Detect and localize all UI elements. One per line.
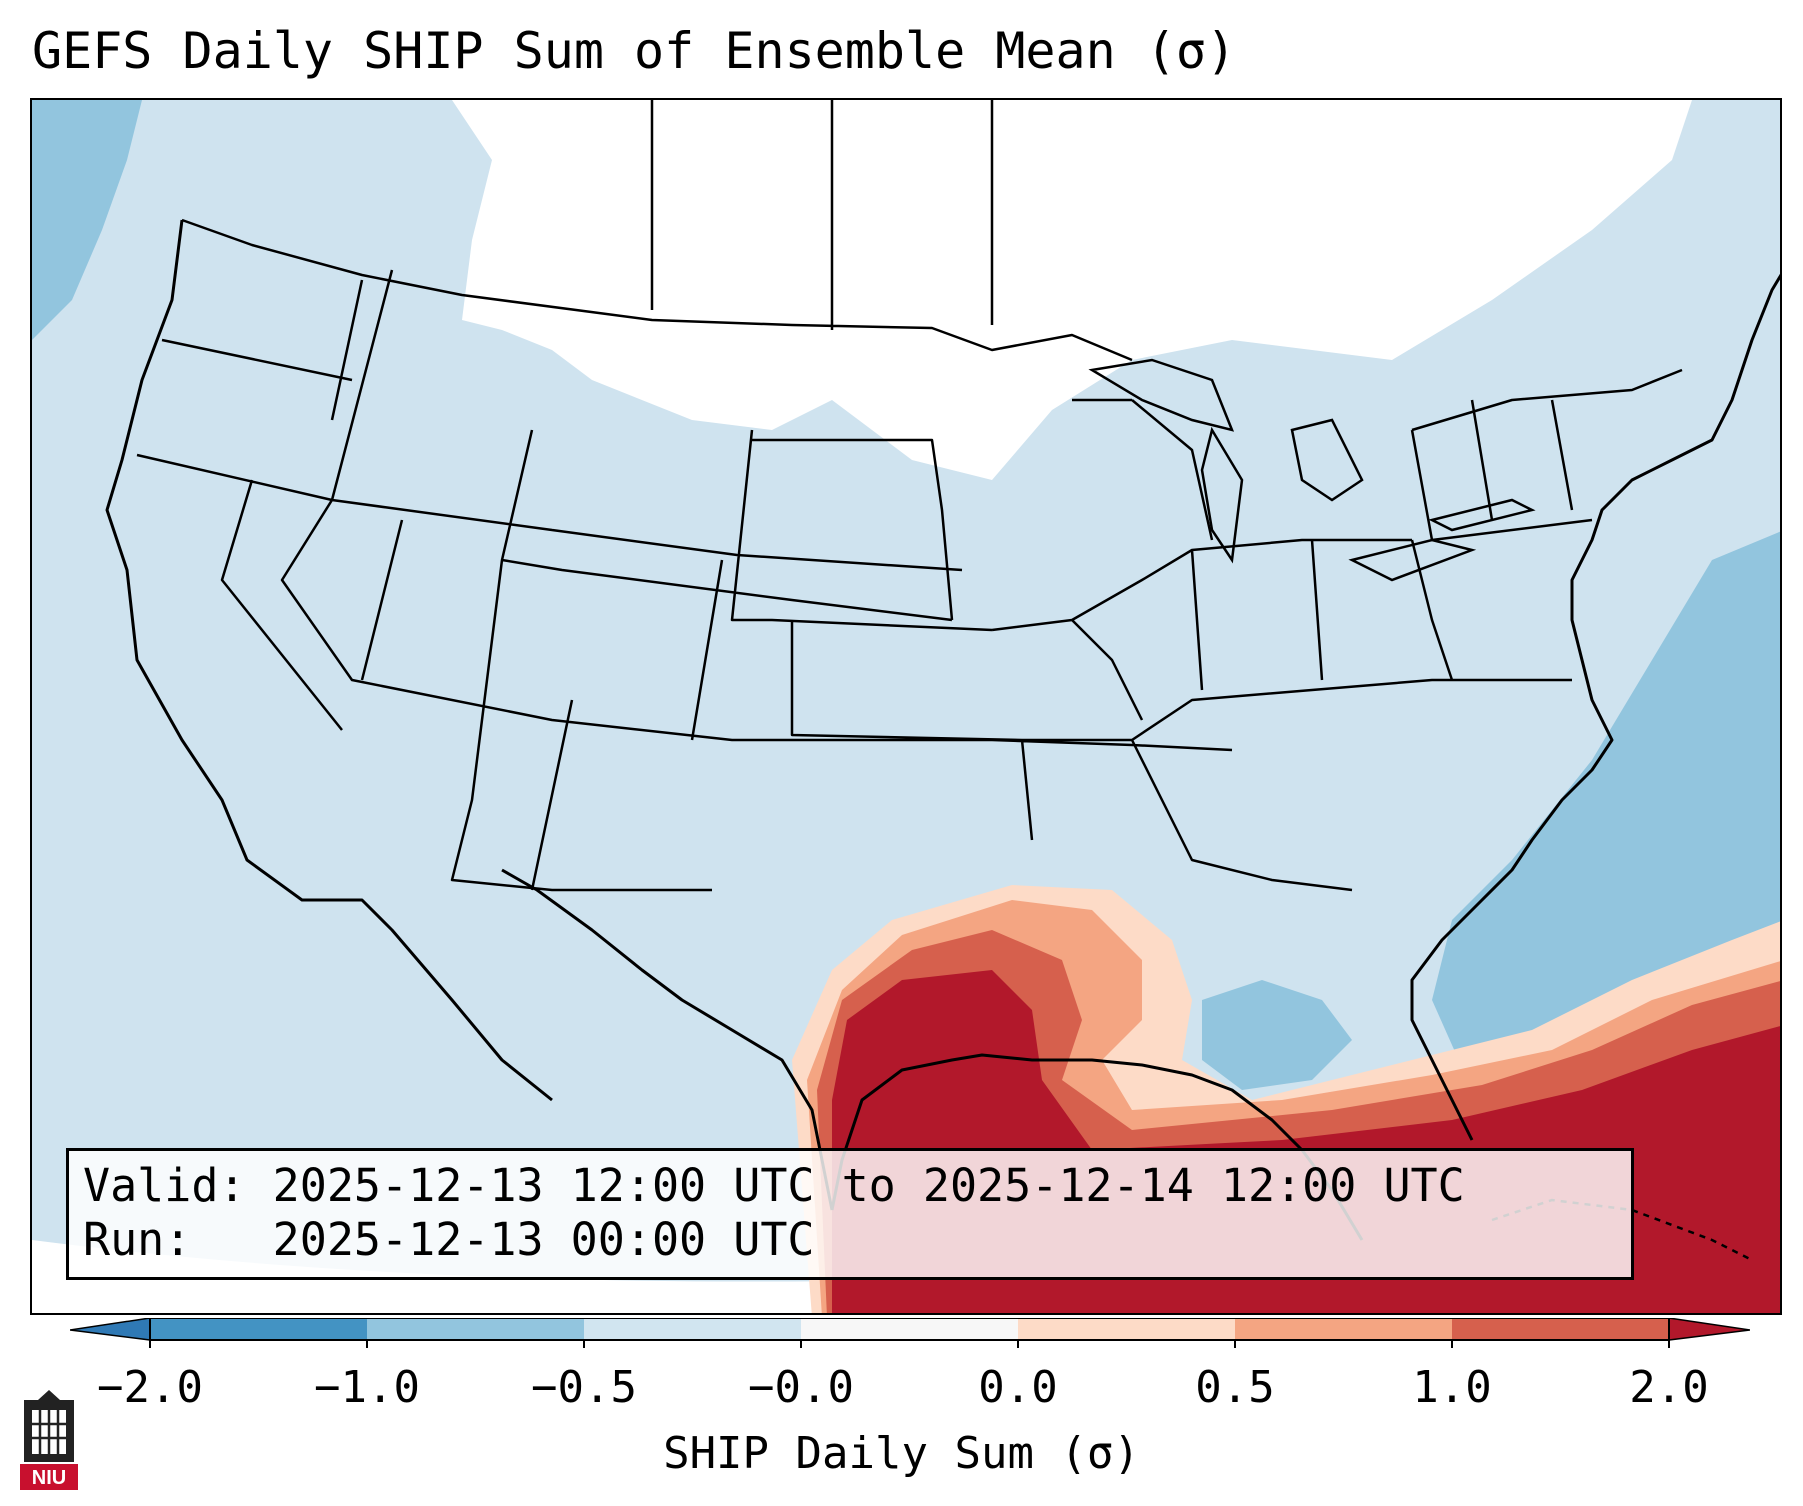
great-lakes: [1088, 358, 1536, 582]
colorbar-tick-label: 1.0: [1412, 1362, 1492, 1413]
colorbar-bin-p0-p05: [1018, 1318, 1235, 1340]
atlantic-anomaly-field: [1432, 531, 1780, 1090]
valid-label: Valid:: [83, 1159, 246, 1212]
run-label: Run:: [83, 1213, 192, 1266]
colorbar-tick-label: 2.0: [1629, 1362, 1709, 1413]
pacific-anomaly-field: [32, 100, 142, 340]
colorbar-tick-label: −0.0: [748, 1362, 854, 1413]
state-boundaries: [136, 100, 1683, 892]
valid-time-range: 2025-12-13 12:00 UTC to 2025-12-14 12:00…: [272, 1159, 1465, 1212]
colorbar-bin-n1-n05: [367, 1318, 584, 1340]
valid-run-info-box: Valid: 2025-12-13 12:00 UTC to 2025-12-1…: [66, 1148, 1634, 1280]
colorbar-tick-label: −1.0: [314, 1362, 420, 1413]
colorbar-tick-label: 0.5: [1195, 1362, 1275, 1413]
conus-coastline: [105, 219, 1780, 1241]
canada-zero-field: [452, 100, 1692, 480]
map-title: GEFS Daily SHIP Sum of Ensemble Mean (σ): [32, 22, 1237, 80]
run-time: 2025-12-13 00:00 UTC: [272, 1213, 815, 1266]
colorbar-extend-high: [1668, 1318, 1750, 1341]
map-panel: [30, 98, 1782, 1315]
colorbar-tick-label: −0.5: [531, 1362, 637, 1413]
colorbar: [70, 1318, 1750, 1348]
colorbar-bin-zero: [801, 1318, 1018, 1340]
colorbar-ticks: [149, 1340, 1670, 1348]
cuba-outline: [1491, 1198, 1753, 1262]
colorbar-tick-label: 0.0: [978, 1362, 1058, 1413]
colorbar-bin-p05-p1: [1235, 1318, 1452, 1340]
colorbar-bin-n2-n1: [150, 1318, 367, 1340]
colorbar-bin-n05-n0: [584, 1318, 801, 1340]
map-svg: [32, 100, 1780, 1313]
niu-logo: NIU: [20, 1390, 78, 1490]
colorbar-bin-p1-p2: [1452, 1318, 1669, 1340]
colorbar-frame: [149, 1318, 1670, 1341]
gulf-anomaly-field: [1202, 980, 1352, 1090]
niu-logo-text: NIU: [32, 1467, 66, 1489]
colorbar-label: SHIP Daily Sum (σ): [663, 1428, 1140, 1479]
colorbar-extend-low: [70, 1318, 151, 1341]
colorbar-tick-label: −2.0: [97, 1362, 203, 1413]
